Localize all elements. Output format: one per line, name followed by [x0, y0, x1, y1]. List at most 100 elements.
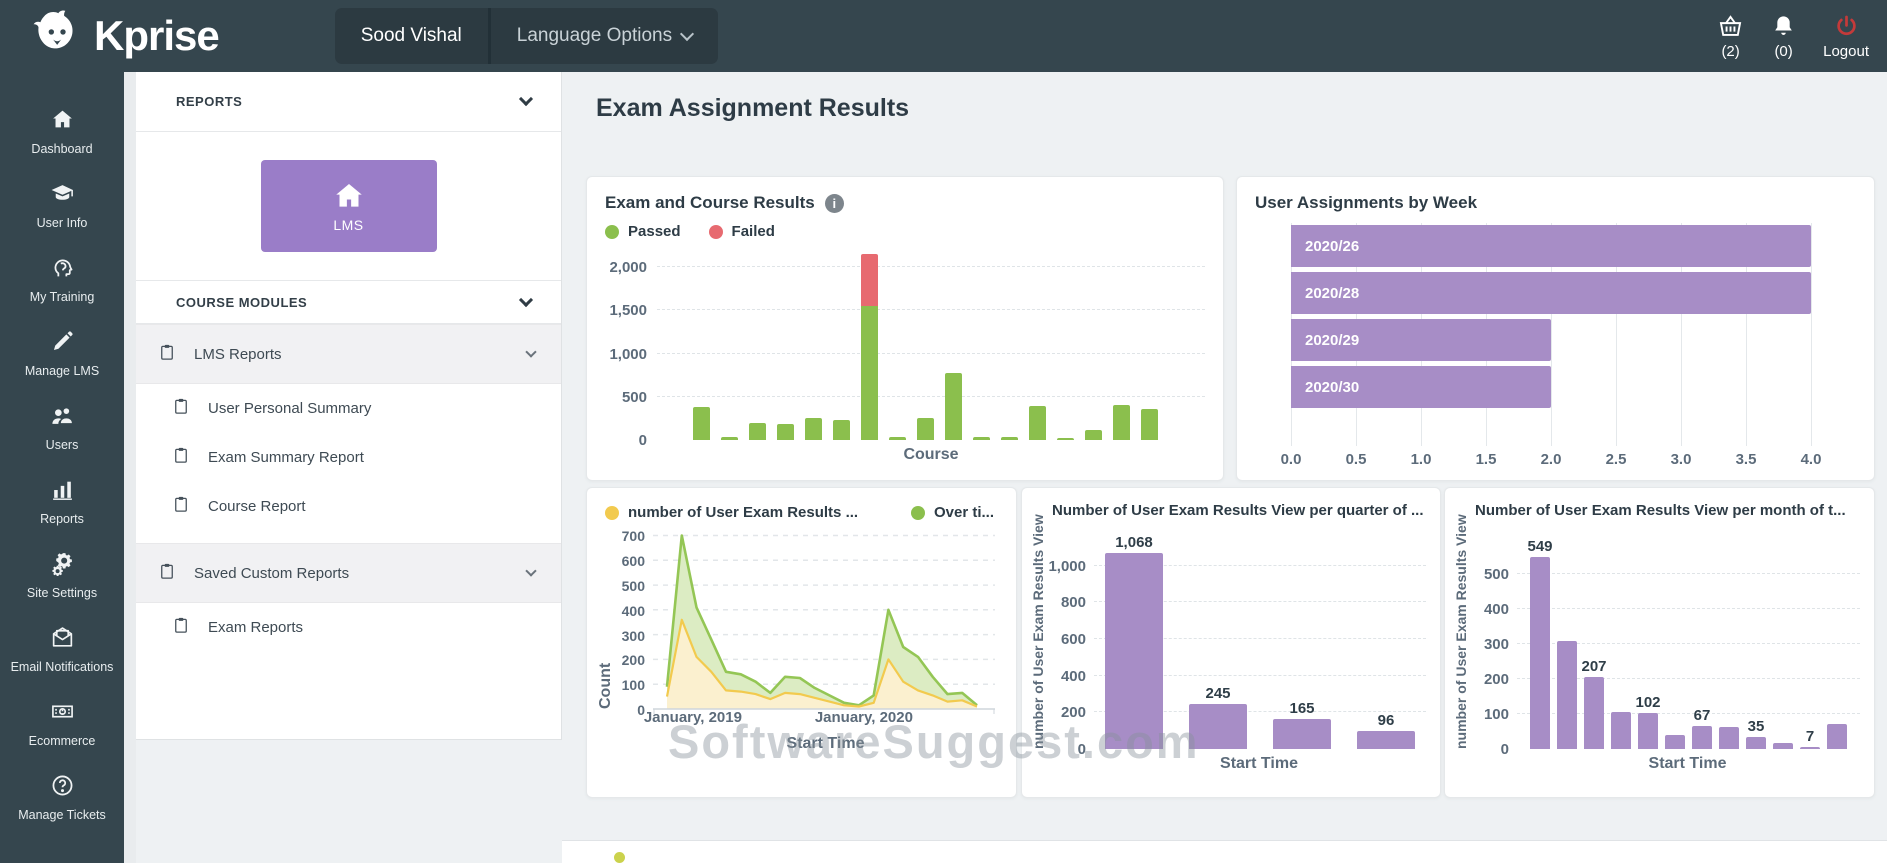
area-chart-svg — [653, 534, 995, 714]
brand-name: Kprise — [94, 12, 220, 59]
help-icon — [50, 773, 75, 803]
gridline — [1094, 564, 1426, 566]
bar-group — [693, 407, 710, 440]
bar-group: 207 — [1581, 657, 1607, 749]
bar-group — [805, 417, 822, 440]
bar-group — [1085, 430, 1102, 440]
chart-title: User Assignments by Week — [1255, 193, 1478, 212]
bar-value-label: 245 — [1205, 685, 1231, 703]
yellow-dot-icon — [605, 505, 619, 520]
passed-segment — [945, 372, 962, 440]
sidebar-item-users[interactable]: Users — [0, 390, 124, 464]
sidebar-item-dashboard[interactable]: Dashboard — [0, 94, 124, 168]
next-section — [562, 840, 1887, 863]
tree-item-label: Exam Reports — [208, 619, 304, 636]
training-head-icon — [50, 255, 75, 285]
passed-segment — [1141, 409, 1158, 440]
bar-group — [1001, 436, 1018, 440]
bar-group — [861, 254, 878, 440]
tree-item-course-report[interactable]: Course Report — [136, 482, 561, 531]
bar-value-label: 207 — [1581, 657, 1607, 675]
bar-group: 67 — [1692, 707, 1712, 749]
bar-group: 35 — [1746, 718, 1766, 749]
gridline — [1094, 711, 1426, 713]
bar-group: 245 — [1189, 685, 1247, 749]
logout-button[interactable]: Logout — [1823, 13, 1869, 60]
bar-value-label: 102 — [1635, 694, 1661, 712]
sidebar-item-user-info[interactable]: User Info — [0, 168, 124, 242]
bar-value-label: 549 — [1527, 537, 1553, 555]
tree-item-exam-reports[interactable]: Exam Reports — [136, 603, 561, 652]
y-tick-label: 200 — [1060, 704, 1086, 722]
sidebar-item-reports[interactable]: Reports — [0, 464, 124, 538]
legend-dot-icon — [614, 852, 625, 863]
tree-item-exam-summary-report[interactable]: Exam Summary Report — [136, 433, 561, 482]
y-tick-label: 1,500 — [609, 302, 647, 320]
chart-title: Exam and Course Results — [605, 193, 815, 212]
sidebar-item-manage-tickets[interactable]: Manage Tickets — [0, 760, 124, 834]
sidebar-item-manage-lms[interactable]: Manage LMS — [0, 316, 124, 390]
passed-segment — [749, 422, 766, 440]
legend-label: Failed — [731, 223, 775, 240]
user-menu-button[interactable]: Sood Vishal — [360, 25, 462, 46]
sidebar-item-my-training[interactable]: My Training — [0, 242, 124, 316]
reports-section-header[interactable]: REPORTS — [136, 72, 561, 132]
passed-segment — [833, 419, 850, 440]
tree-item-saved-custom-reports[interactable]: Saved Custom Reports — [136, 543, 561, 603]
course-modules-section-header[interactable]: COURSE MODULES — [136, 280, 561, 324]
bar-value-label: 1,068 — [1115, 534, 1153, 552]
chevron-down-icon — [518, 292, 534, 307]
bar-group — [1719, 708, 1739, 749]
exam-results-over-time-card: number of User Exam Results ... Over ti.… — [586, 487, 1017, 798]
top-bar: Kprise Sood Vishal Language Options (2) … — [0, 0, 1887, 72]
exam-course-results-card: Exam and Course Results i Passed Failed … — [586, 176, 1224, 481]
legend-item-passed: Passed — [605, 223, 681, 240]
x-axis-title: Course — [903, 446, 959, 463]
chevron-down-icon — [525, 346, 537, 358]
tree-item-lms-reports[interactable]: LMS Reports — [136, 324, 561, 384]
bar-value-label: 7 — [1805, 727, 1815, 745]
bar-group — [1029, 406, 1046, 440]
y-tick-label: 500 — [1483, 566, 1509, 583]
page-title: Exam Assignment Results — [596, 94, 910, 122]
bar — [1357, 731, 1415, 749]
gridline — [1517, 608, 1860, 609]
y-tick-label: 1,000 — [609, 345, 647, 363]
y-tick-label: 0 — [638, 432, 647, 449]
tree-item-user-personal-summary[interactable]: User Personal Summary — [136, 384, 561, 433]
results-per-month-card: Number of User Exam Results View per mon… — [1444, 487, 1875, 798]
sidebar-item-ecommerce[interactable]: Ecommerce — [0, 686, 124, 760]
failed-segment — [861, 254, 878, 306]
area-plot — [653, 533, 995, 714]
y-axis-title: Count — [597, 662, 614, 709]
gridline — [1681, 223, 1682, 446]
y-axis-title: number of User Exam Results View — [1453, 514, 1469, 749]
bars: 549 207 102 67 35 7 — [1517, 538, 1860, 749]
bar-group — [749, 422, 766, 440]
logout-label: Logout — [1823, 42, 1869, 60]
bar-group — [973, 436, 990, 440]
passed-segment — [973, 436, 990, 440]
stacked-bar-plot — [657, 254, 1205, 440]
sidebar-item-label: Manage LMS — [24, 363, 100, 378]
notifications-button[interactable]: (0) — [1770, 13, 1797, 60]
lms-tile[interactable]: LMS — [260, 160, 437, 252]
bar-group — [1557, 622, 1577, 749]
info-icon[interactable]: i — [824, 193, 844, 213]
bar-2020-28: 2020/28 — [1291, 272, 1811, 314]
bell-icon — [1775, 15, 1792, 35]
cart-button[interactable]: (2) — [1717, 13, 1744, 60]
passed-segment — [917, 418, 934, 440]
bar-group — [889, 437, 906, 440]
sidebar-item-label: Reports — [40, 511, 84, 526]
failed-dot-icon — [708, 224, 723, 239]
x-axis-title: Start Time — [1220, 755, 1298, 772]
sidebar-item-email-notifications[interactable]: Email Notifications — [0, 612, 124, 686]
sidebar-item-site-settings[interactable]: Site Settings — [0, 538, 124, 612]
chart-title: Number of User Exam Results View per mon… — [1475, 502, 1846, 519]
bar-group — [945, 372, 962, 440]
y-axis-labels: 0 100 200 300 400 500 600 700 — [615, 528, 653, 718]
clipboard-icon — [172, 616, 190, 639]
brand-logo[interactable]: Kprise — [28, 8, 220, 64]
language-options-button[interactable]: Language Options — [487, 8, 718, 64]
